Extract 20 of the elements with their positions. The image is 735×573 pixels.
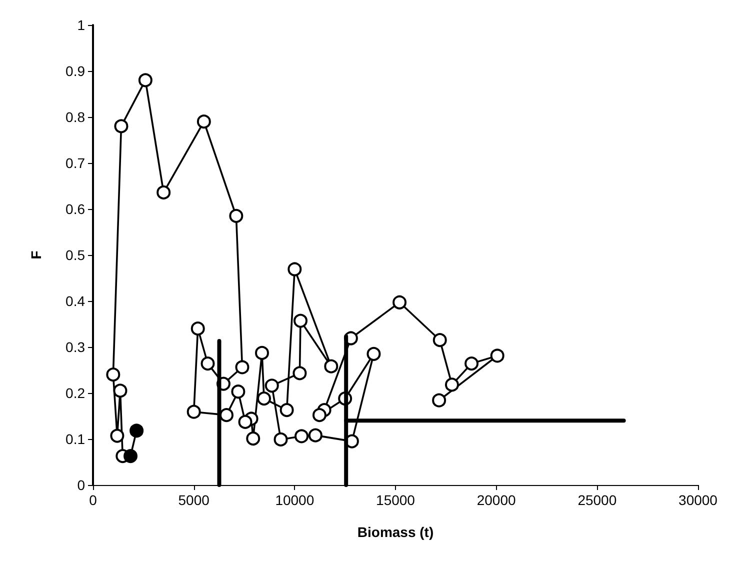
y-tick-label: 0.7 [66, 155, 86, 171]
y-tick-label: 0.1 [66, 431, 86, 447]
x-tick-label: 0 [89, 492, 98, 508]
x-tick-label: 25000 [578, 492, 617, 508]
x-tick-label: 30000 [678, 492, 718, 508]
y-axis-title: F [28, 250, 44, 260]
x-tick-label: 20000 [476, 492, 516, 508]
x-tick-label: 5000 [178, 492, 210, 508]
y-tick-label: 0.2 [66, 385, 86, 401]
y-tick-label: 0.4 [66, 293, 86, 309]
x-tick-label: 15000 [376, 492, 416, 508]
y-tick-label: 1 [77, 17, 86, 33]
x-tick-label: 10000 [275, 492, 314, 508]
y-tick-label: 0.5 [66, 247, 86, 263]
y-tick-label: 0.9 [66, 63, 86, 79]
y-tick-label: 0.6 [66, 201, 86, 217]
y-tick-label: 0.3 [66, 339, 86, 355]
x-axis-title: Biomass (t) [357, 524, 434, 540]
y-tick-label: 0.8 [66, 109, 86, 125]
y-tick-label: 0 [77, 477, 86, 493]
